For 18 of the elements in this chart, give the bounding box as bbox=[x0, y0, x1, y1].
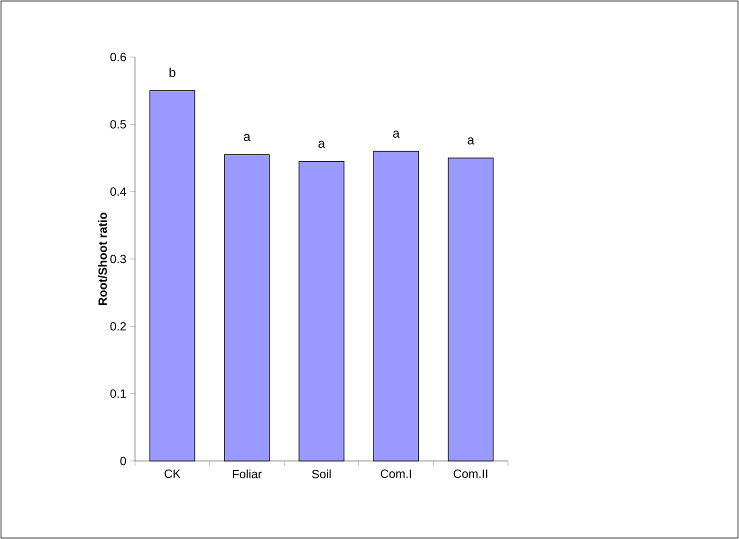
x-tick-label: Com.II bbox=[454, 470, 488, 478]
annotation: b bbox=[170, 68, 176, 78]
x-tick-label: CK bbox=[164, 470, 180, 478]
y-tick-label: 0.5 bbox=[110, 120, 126, 129]
y-tick-label: 0.4 bbox=[110, 187, 126, 196]
y-tick-label: 0 bbox=[120, 456, 126, 466]
annotation: a bbox=[393, 130, 400, 138]
x-tick-label: Foliar bbox=[232, 470, 262, 478]
y-tick-label: 0.2 bbox=[110, 322, 126, 331]
x-tick-label: Soil bbox=[312, 470, 331, 478]
y-tick-label: 0.3 bbox=[110, 254, 126, 264]
y-axis-title: Root/Shoot ratio bbox=[98, 212, 108, 306]
annotation: a bbox=[244, 134, 251, 142]
annotation: a bbox=[468, 137, 474, 144]
y-tick-label: 0.1 bbox=[110, 389, 126, 398]
y-tick-label: 0.6 bbox=[110, 52, 126, 62]
annotation: a bbox=[318, 140, 326, 148]
x-tick-label: Com.I bbox=[380, 470, 411, 478]
